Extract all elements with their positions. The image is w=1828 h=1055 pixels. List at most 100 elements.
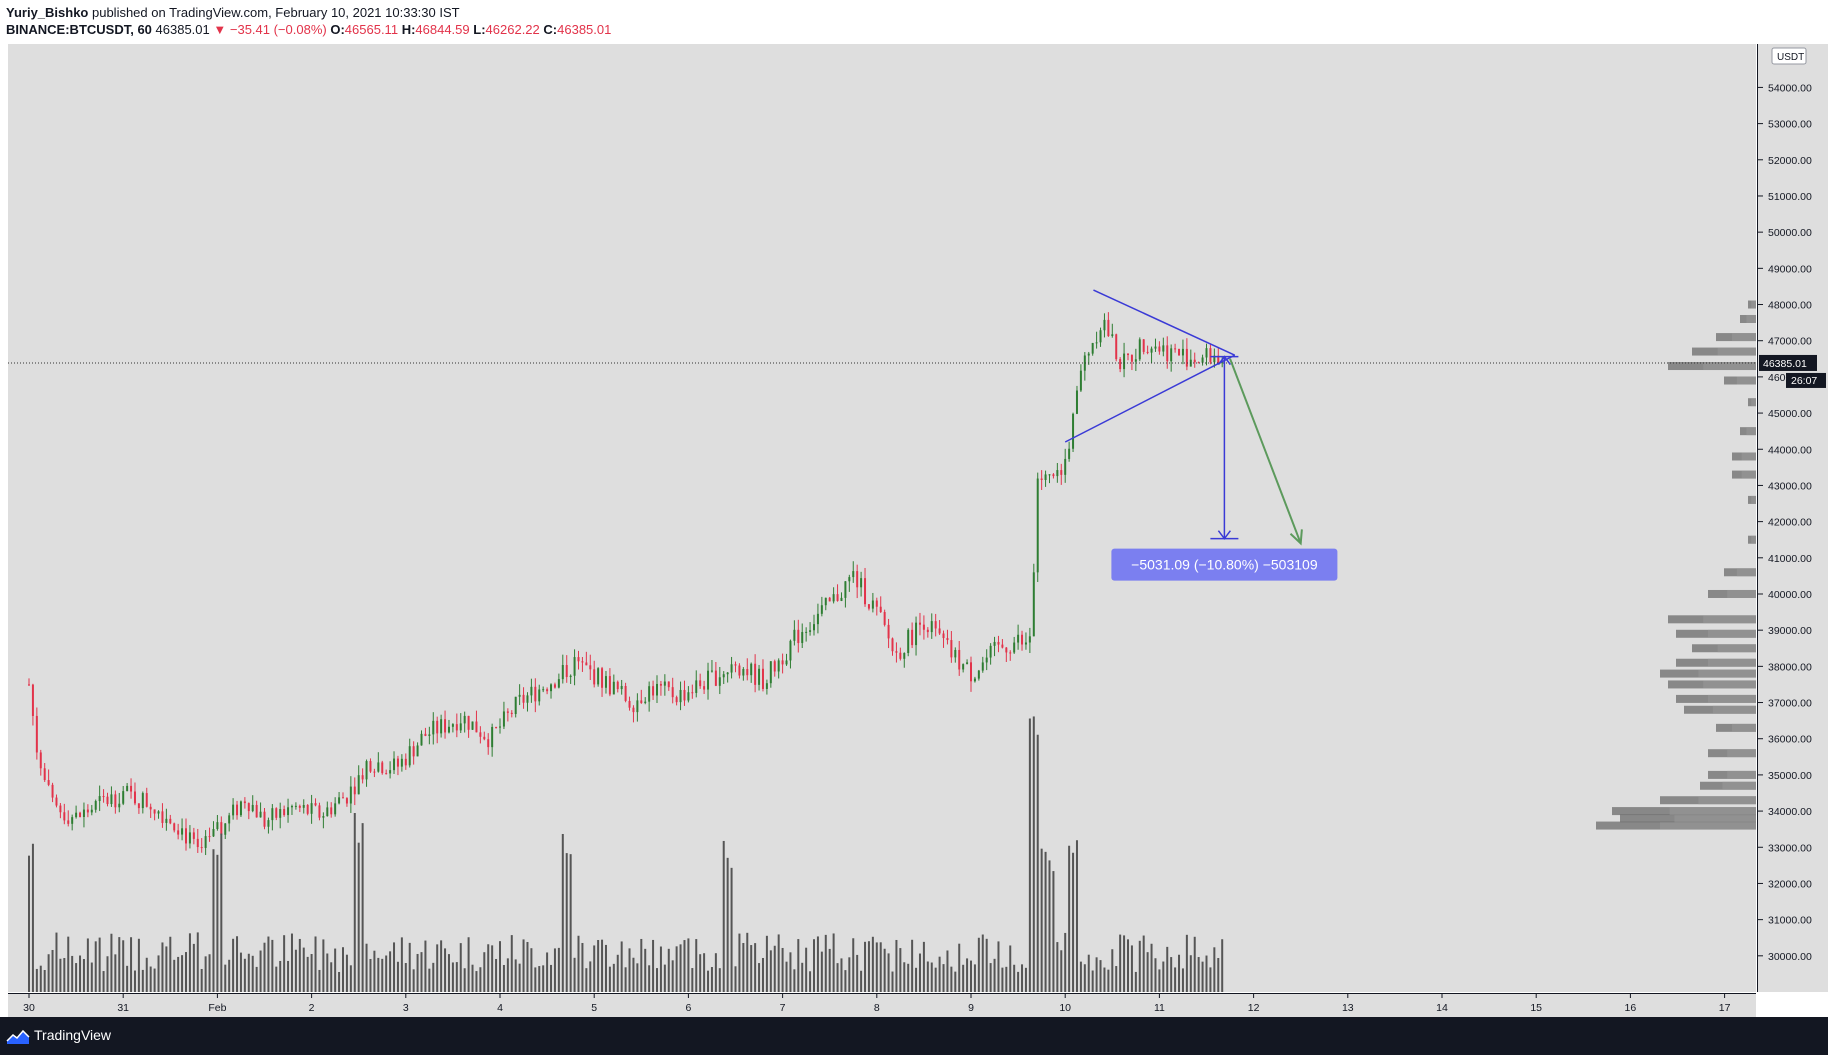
volume-bar — [765, 935, 768, 992]
price-tick-label: 51000.00 — [1768, 191, 1812, 203]
candle-body — [699, 680, 702, 687]
time-tick-label: 6 — [685, 1002, 691, 1014]
candle-body — [1162, 345, 1165, 352]
author-name[interactable]: Yuriy_Bishko — [6, 5, 89, 20]
candle-body — [573, 657, 576, 676]
candle-body — [879, 606, 882, 613]
price-axis-svg: 30000.00 31000.00 32000.00 33000.00 34000.00… — [1758, 47, 1826, 963]
tradingview-logo-icon[interactable] — [6, 1026, 30, 1046]
candle-body — [349, 786, 352, 804]
volume-bar — [738, 933, 741, 992]
candle-body — [98, 796, 101, 801]
tradingview-brand[interactable]: TradingView — [34, 1027, 112, 1043]
candle-body — [432, 720, 435, 735]
candle-body — [970, 662, 972, 682]
candle-body — [659, 683, 662, 686]
volume-bar — [1127, 939, 1129, 992]
candle-body — [361, 775, 364, 780]
volume-bar — [59, 958, 62, 992]
candle-body — [396, 758, 399, 767]
volume-bar — [973, 964, 976, 992]
projection-arrow-line — [1229, 358, 1302, 544]
candle-body — [828, 597, 831, 602]
candle-body — [628, 700, 631, 708]
volume-bar — [1158, 969, 1161, 992]
time-tick-label: 15 — [1530, 1002, 1542, 1014]
candle-body — [604, 676, 607, 688]
candle-body — [860, 578, 863, 588]
volume-bar — [35, 968, 38, 992]
price-tick-label: 45000.00 — [1768, 408, 1812, 420]
volume-bar — [243, 958, 246, 992]
candle-body — [942, 633, 945, 639]
volume-bar — [459, 943, 462, 992]
candle-body — [950, 640, 953, 658]
candle-body — [59, 805, 62, 813]
candle-body — [534, 686, 537, 702]
candle-body — [966, 662, 969, 665]
candle-body — [809, 630, 812, 632]
volume-bar — [43, 969, 46, 992]
volume-bar — [381, 958, 384, 992]
close-label: C: — [543, 22, 558, 37]
volume-bar — [259, 950, 262, 992]
volume-bar — [813, 939, 815, 992]
candle-body — [1123, 353, 1126, 370]
plot-area[interactable]: −5031.09 (−10.80%) −503109 — [8, 44, 1756, 992]
candle-body — [777, 660, 780, 672]
volume-bar — [875, 942, 878, 992]
price-chart[interactable]: −5031.09 (−10.80%) −503109 — [8, 44, 1756, 992]
candle-body — [43, 768, 46, 781]
volume-bar — [436, 944, 439, 992]
price-tick-label: 36000.00 — [1768, 734, 1812, 746]
volume-bar — [247, 953, 250, 992]
volume-profile-bar-inner — [1717, 644, 1756, 653]
candle-body — [208, 836, 211, 838]
volume-bar — [1185, 934, 1188, 992]
volume-bar — [553, 948, 556, 992]
candle-body — [220, 822, 223, 835]
volume-bar — [561, 833, 564, 992]
volume-bar — [326, 953, 329, 992]
candle-body — [404, 758, 407, 766]
volume-bar — [471, 964, 474, 992]
volume-bar — [856, 954, 859, 992]
candle-body — [204, 836, 207, 848]
candle-body — [1154, 346, 1157, 349]
projection-arrow-head — [1289, 529, 1303, 546]
volume-profile-bar-inner — [1736, 568, 1756, 577]
candle-body — [137, 803, 140, 809]
volume-bar — [420, 952, 423, 992]
time-axis-svg: 30 31 Feb 2 3 4 5 6 7 8 9 10 11 12 13 14 15 16 17 — [23, 994, 1731, 1014]
time-tick-label: Feb — [208, 1002, 226, 1014]
candle-body — [251, 804, 254, 812]
candle-body — [467, 715, 470, 730]
candle-body — [185, 828, 187, 844]
candle-body — [400, 758, 403, 767]
candle-body — [899, 652, 902, 659]
open-value: 46565.11 — [344, 22, 399, 37]
volume-bar — [616, 954, 619, 992]
candle-body — [334, 803, 337, 815]
volume-bar — [907, 963, 910, 992]
volume-bar — [604, 944, 607, 992]
volume-bar — [39, 965, 42, 992]
candle-body — [926, 629, 929, 633]
price-tick-label: 35000.00 — [1768, 770, 1812, 782]
volume-bar — [726, 857, 729, 992]
volume-bar — [777, 934, 780, 992]
time-axis[interactable]: 30 31 Feb 2 3 4 5 6 7 8 9 10 11 12 13 14 15 16 17 — [8, 993, 1756, 1018]
candle-body — [416, 745, 419, 757]
volume-bar — [1201, 961, 1204, 992]
volume-bar — [793, 969, 796, 992]
volume-bar — [357, 842, 360, 992]
price-axis[interactable]: 30000.00 31000.00 32000.00 33000.00 34000.00… — [1757, 44, 1828, 992]
candle-body — [110, 794, 113, 805]
price-tick-label: 52000.00 — [1768, 155, 1812, 167]
candle-body — [1087, 353, 1090, 356]
candle-body — [420, 733, 423, 746]
last-price-badge — [1759, 354, 1817, 371]
volume-bar — [542, 965, 545, 992]
price-tick-label: 37000.00 — [1768, 698, 1812, 710]
volume-bar — [962, 964, 965, 992]
